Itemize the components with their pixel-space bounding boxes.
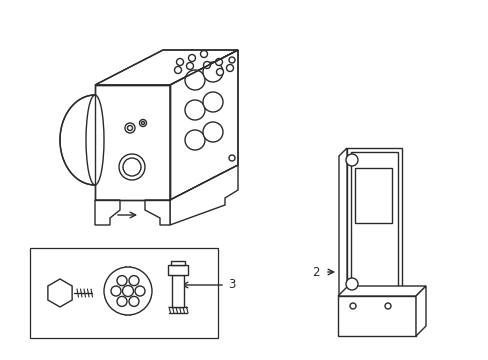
Bar <box>350 152 397 292</box>
Bar <box>337 296 415 336</box>
Circle shape <box>141 122 144 125</box>
Text: 2: 2 <box>312 266 319 279</box>
Circle shape <box>117 296 127 306</box>
Circle shape <box>203 122 223 142</box>
Ellipse shape <box>126 267 134 315</box>
Polygon shape <box>95 200 120 225</box>
Ellipse shape <box>86 95 104 185</box>
Bar <box>168 265 187 275</box>
Circle shape <box>184 100 204 120</box>
Circle shape <box>184 70 204 90</box>
Polygon shape <box>95 50 238 85</box>
Bar <box>354 168 391 223</box>
Polygon shape <box>170 165 238 225</box>
Circle shape <box>216 68 223 76</box>
Circle shape <box>200 50 207 58</box>
Circle shape <box>349 303 355 309</box>
Bar <box>346 148 401 296</box>
Circle shape <box>119 154 145 180</box>
Circle shape <box>117 276 127 285</box>
Polygon shape <box>95 85 170 200</box>
Circle shape <box>135 286 145 296</box>
Polygon shape <box>170 50 238 200</box>
Circle shape <box>123 158 141 176</box>
Circle shape <box>186 63 193 69</box>
Circle shape <box>122 285 133 297</box>
Circle shape <box>125 123 135 133</box>
Circle shape <box>203 62 223 82</box>
Circle shape <box>129 296 139 306</box>
Circle shape <box>129 276 139 285</box>
Bar <box>30 248 218 338</box>
Polygon shape <box>337 286 425 296</box>
Circle shape <box>226 64 233 72</box>
Circle shape <box>215 58 222 66</box>
Circle shape <box>104 267 152 315</box>
Text: 3: 3 <box>227 279 235 292</box>
Circle shape <box>203 92 223 112</box>
Circle shape <box>384 303 390 309</box>
Polygon shape <box>48 279 72 307</box>
Bar <box>172 275 183 307</box>
Circle shape <box>174 67 181 73</box>
Circle shape <box>228 155 235 161</box>
Circle shape <box>111 286 121 296</box>
Circle shape <box>139 120 146 126</box>
Ellipse shape <box>86 95 104 185</box>
Polygon shape <box>60 95 95 185</box>
Circle shape <box>346 154 357 166</box>
Ellipse shape <box>122 267 130 315</box>
Circle shape <box>127 126 132 131</box>
Polygon shape <box>338 148 346 304</box>
Circle shape <box>346 278 357 290</box>
Circle shape <box>184 130 204 150</box>
Circle shape <box>228 57 235 63</box>
Polygon shape <box>415 286 425 336</box>
Circle shape <box>203 62 210 68</box>
Circle shape <box>176 58 183 66</box>
Polygon shape <box>145 200 170 225</box>
Text: 1: 1 <box>101 208 108 221</box>
Circle shape <box>188 54 195 62</box>
Bar <box>171 261 184 265</box>
